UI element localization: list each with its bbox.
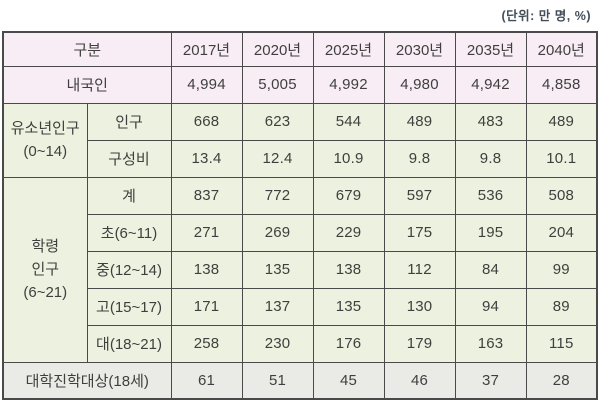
youth-population-row: 유소년인구 (0~14) 인구 668 623 544 489 483 489: [2, 102, 598, 178]
value-cell: 9.8: [454, 139, 527, 178]
value-cell: 4,942: [454, 65, 527, 104]
value-cell: 28: [525, 361, 598, 400]
value-cell: 4,994: [170, 65, 243, 104]
value-cell: 175: [383, 213, 456, 252]
youth-population-label: 인구: [86, 102, 172, 141]
header-gubun: 구분: [2, 31, 172, 67]
high-school-row: 고(15~17) 171 137 135 130 94 89: [3, 287, 598, 326]
value-cell: 171: [170, 287, 243, 326]
value-cell: 46: [383, 361, 456, 400]
value-cell: 99: [525, 250, 598, 289]
value-cell: 668: [170, 102, 243, 141]
header-year-2025: 2025년: [312, 31, 385, 67]
value-cell: 135: [312, 287, 385, 326]
youth-ratio-row: 구성비 13.4 12.4 10.9 9.8 9.8 10.1: [3, 139, 598, 178]
value-cell: 9.8: [383, 139, 456, 178]
value-cell: 176: [312, 324, 385, 363]
value-cell: 489: [525, 102, 598, 141]
value-cell: 51: [241, 361, 314, 400]
youth-ratio-label: 구성비: [86, 139, 172, 178]
value-cell: 163: [454, 324, 527, 363]
value-cell: 536: [454, 176, 527, 215]
value-cell: 544: [312, 102, 385, 141]
college-entrance-row: 대학진학대상(18세) 61 51 45 46 37 28: [2, 361, 598, 400]
value-cell: 204: [525, 213, 598, 252]
youth-group-label: 유소년인구 (0~14): [2, 102, 88, 178]
value-cell: 772: [241, 176, 314, 215]
value-cell: 4,858: [525, 65, 598, 104]
value-cell: 623: [241, 102, 314, 141]
value-cell: 45: [312, 361, 385, 400]
value-cell: 489: [383, 102, 456, 141]
university-row: 대(18~21) 258 230 176 179 163 115: [3, 324, 598, 363]
header-year-2017: 2017년: [170, 31, 243, 67]
value-cell: 61: [170, 361, 243, 400]
high-school-label: 고(15~17): [86, 287, 172, 326]
header-row: 구분 2017년 2020년 2025년 2030년 2035년 2040년: [2, 31, 598, 67]
total-label: 계: [86, 176, 172, 215]
value-cell: 229: [312, 213, 385, 252]
value-cell: 130: [383, 287, 456, 326]
population-projection-table: 구분 2017년 2020년 2025년 2030년 2035년 2040년 내…: [2, 31, 599, 400]
value-cell: 13.4: [170, 139, 243, 178]
value-cell: 112: [383, 250, 456, 289]
middle-school-row: 중(12~14) 138 135 138 112 84 99: [3, 250, 598, 289]
value-cell: 138: [312, 250, 385, 289]
value-cell: 258: [170, 324, 243, 363]
value-cell: 37: [454, 361, 527, 400]
header-year-2030: 2030년: [383, 31, 456, 67]
koreans-label: 내국인: [2, 65, 172, 104]
value-cell: 508: [525, 176, 598, 215]
value-cell: 271: [170, 213, 243, 252]
header-year-2040: 2040년: [525, 31, 598, 67]
value-cell: 137: [241, 287, 314, 326]
value-cell: 179: [383, 324, 456, 363]
unit-label: (단위: 만 명, %): [501, 9, 591, 23]
elementary-row: 초(6~11) 271 269 229 175 195 204: [3, 213, 598, 252]
middle-school-label: 중(12~14): [86, 250, 172, 289]
value-cell: 269: [241, 213, 314, 252]
header-year-2035: 2035년: [454, 31, 527, 67]
value-cell: 483: [454, 102, 527, 141]
elementary-label: 초(6~11): [86, 213, 172, 252]
value-cell: 4,980: [383, 65, 456, 104]
value-cell: 10.9: [312, 139, 385, 178]
value-cell: 230: [241, 324, 314, 363]
value-cell: 94: [454, 287, 527, 326]
value-cell: 4,992: [312, 65, 385, 104]
value-cell: 195: [454, 213, 527, 252]
value-cell: 138: [170, 250, 243, 289]
value-cell: 12.4: [241, 139, 314, 178]
university-label: 대(18~21): [86, 324, 172, 363]
value-cell: 115: [525, 324, 598, 363]
value-cell: 10.1: [525, 139, 598, 178]
header-year-2020: 2020년: [241, 31, 314, 67]
koreans-row: 내국인 4,994 5,005 4,992 4,980 4,942 4,858: [2, 65, 598, 104]
value-cell: 597: [383, 176, 456, 215]
school-age-total-row: 학령 인구 (6~21) 계 837 772 679 597 536 508: [2, 176, 598, 363]
value-cell: 84: [454, 250, 527, 289]
school-age-group-label: 학령 인구 (6~21): [2, 176, 88, 363]
college-entrance-label: 대학진학대상(18세): [2, 361, 172, 400]
value-cell: 679: [312, 176, 385, 215]
value-cell: 89: [525, 287, 598, 326]
value-cell: 5,005: [241, 65, 314, 104]
value-cell: 135: [241, 250, 314, 289]
value-cell: 837: [170, 176, 243, 215]
